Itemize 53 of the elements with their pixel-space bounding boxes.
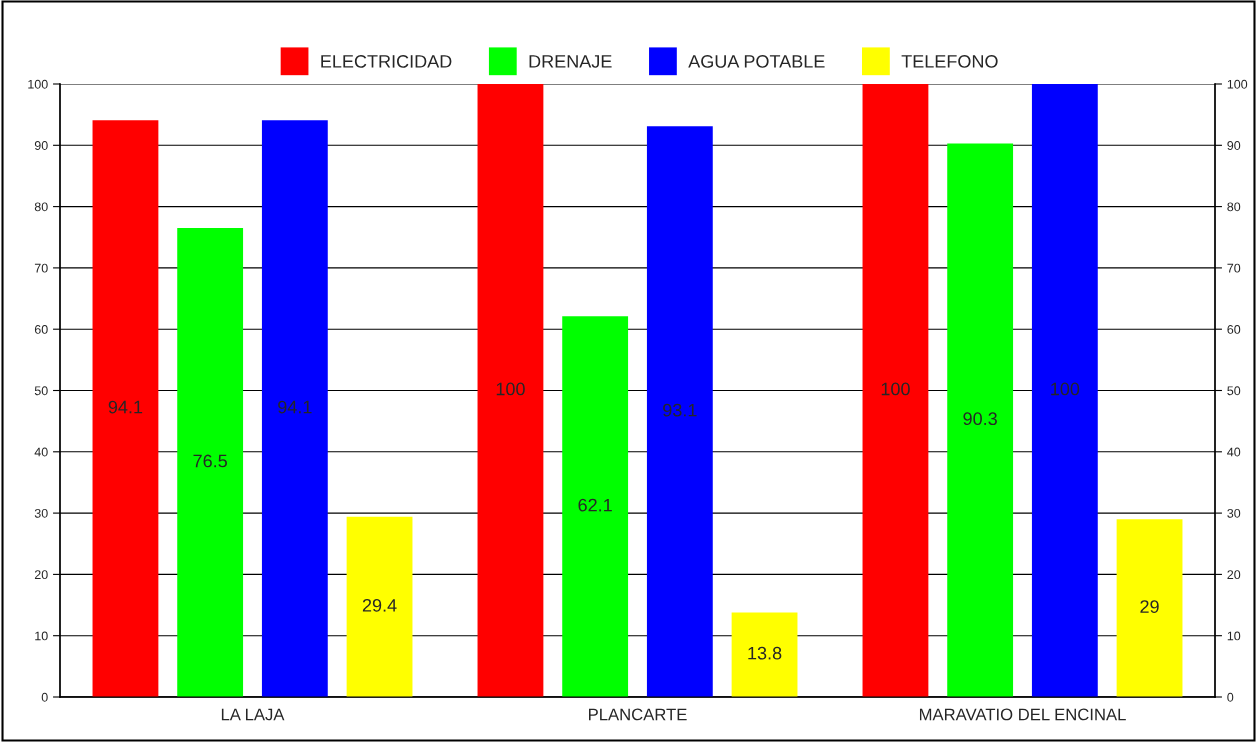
- data-label: 100: [496, 382, 525, 396]
- bar: [92, 120, 159, 697]
- data-label: 29.4: [362, 598, 397, 612]
- y-tick-label: 50: [34, 386, 48, 396]
- y-tick-label: 60: [34, 325, 48, 334]
- data-label: 100: [881, 382, 910, 396]
- data-label: 94.1: [108, 400, 143, 414]
- data-label: 94.1: [278, 400, 312, 414]
- y2-tick-label: 40: [1227, 447, 1241, 457]
- y-tick-label: 40: [34, 447, 48, 457]
- y2-tick-label: 80: [1227, 202, 1241, 212]
- data-label: 29: [1140, 600, 1159, 613]
- y2-tick-label: 90: [1227, 141, 1241, 150]
- y2-tick-label: 30: [1227, 508, 1241, 518]
- bar: [1031, 84, 1098, 697]
- y-tick-label: 20: [34, 570, 48, 580]
- data-label: 13.8: [748, 646, 782, 660]
- y2-tick-label: 100: [1227, 79, 1248, 89]
- bar: [646, 126, 713, 697]
- bar: [947, 143, 1014, 697]
- bar: [346, 516, 413, 697]
- y-tick-label: 0: [41, 692, 48, 702]
- y2-tick-label: 10: [1227, 631, 1241, 641]
- bar: [1116, 519, 1183, 697]
- y-tick-label: 90: [34, 141, 48, 150]
- y-tick-label: 70: [34, 263, 48, 273]
- legend-label: ELECTRICIDAD: [321, 55, 452, 68]
- y-tick-label: 80: [34, 202, 48, 212]
- data-label: 76.5: [193, 454, 227, 468]
- y-tick-label: 30: [34, 508, 48, 518]
- legend-label: AGUA POTABLE: [688, 55, 825, 68]
- y2-tick-label: 50: [1227, 386, 1241, 396]
- y-tick-label: 10: [35, 631, 48, 641]
- data-label: 93.1: [663, 403, 697, 417]
- y2-tick-label: 70: [1227, 263, 1241, 273]
- legend-label: DRENAJE: [529, 55, 612, 68]
- x-tick-label: MARAVATIO DEL ENCINAL: [919, 708, 1126, 721]
- legend-label: TELEFONO: [901, 55, 998, 68]
- x-tick-label: LA LAJA: [221, 708, 285, 721]
- y2-tick-label: 20: [1227, 570, 1241, 580]
- y2-tick-label: 0: [1227, 692, 1234, 702]
- data-label: 90.3: [963, 412, 997, 426]
- bar: [731, 612, 798, 697]
- data-label: 100: [1051, 382, 1080, 396]
- bar: [477, 84, 544, 697]
- data-label: 62.1: [578, 498, 612, 512]
- bar: [862, 84, 929, 697]
- bar: [562, 316, 629, 697]
- y2-tick-label: 60: [1227, 325, 1241, 334]
- x-tick-label: PLANCARTE: [589, 708, 687, 721]
- y-tick-label: 100: [28, 79, 48, 89]
- bar: [261, 120, 328, 697]
- bar: [177, 228, 244, 697]
